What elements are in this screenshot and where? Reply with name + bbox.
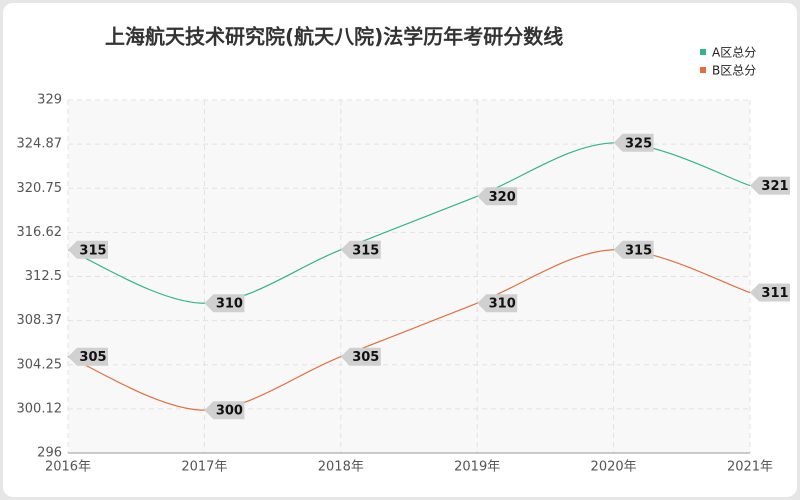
x-tick-label: 2018年 <box>318 460 364 475</box>
data-label-box <box>340 347 381 366</box>
data-label: 320 <box>489 190 516 205</box>
data-label-box <box>750 176 790 195</box>
legend: A区总分 B区总分 <box>692 44 776 84</box>
chart-title: 上海航天技术研究院(航天八院)法学历年考研分数线 <box>105 25 563 49</box>
x-tick-label: 2021年 <box>727 460 773 475</box>
data-label: 321 <box>761 179 788 194</box>
data-label: 315 <box>79 243 106 258</box>
data-label-box <box>68 347 108 366</box>
legend-label: A区总分 <box>712 46 756 60</box>
legend-swatch <box>700 49 706 55</box>
data-label: 310 <box>489 297 516 312</box>
data-label: 315 <box>352 243 379 258</box>
data-label-box <box>750 283 790 302</box>
x-tick-label: 2019年 <box>454 460 500 475</box>
data-label-box <box>477 187 518 206</box>
y-tick-label: 304.25 <box>17 357 63 372</box>
y-tick-label: 316.62 <box>17 225 63 240</box>
data-label-box <box>68 240 108 259</box>
data-label: 305 <box>352 350 379 365</box>
y-tick-label: 320.75 <box>17 181 63 196</box>
data-label-box <box>613 133 654 152</box>
data-label-box <box>477 294 518 313</box>
data-label: 315 <box>625 243 652 258</box>
data-label: 310 <box>216 297 243 312</box>
data-label-box <box>613 240 654 259</box>
x-tick-label: 2017年 <box>181 460 227 475</box>
data-label: 311 <box>761 286 788 301</box>
y-tick-label: 296 <box>37 446 62 461</box>
y-tick-label: 308.37 <box>17 313 63 328</box>
y-tick-label: 300.12 <box>17 401 63 416</box>
data-label: 305 <box>79 350 106 365</box>
data-label: 325 <box>625 136 652 151</box>
data-label: 300 <box>216 404 243 419</box>
legend-box <box>692 44 776 84</box>
legend-label: B区总分 <box>712 64 756 78</box>
y-tick-label: 329 <box>37 93 62 108</box>
y-tick-label: 312.5 <box>25 269 62 284</box>
y-tick-label: 324.87 <box>17 137 63 152</box>
x-tick-label: 2020年 <box>591 460 637 475</box>
legend-swatch <box>700 67 706 73</box>
data-label-box <box>204 294 245 313</box>
x-tick-label: 2016年 <box>45 460 91 475</box>
data-label-box <box>340 240 381 259</box>
data-label-box <box>204 401 245 420</box>
